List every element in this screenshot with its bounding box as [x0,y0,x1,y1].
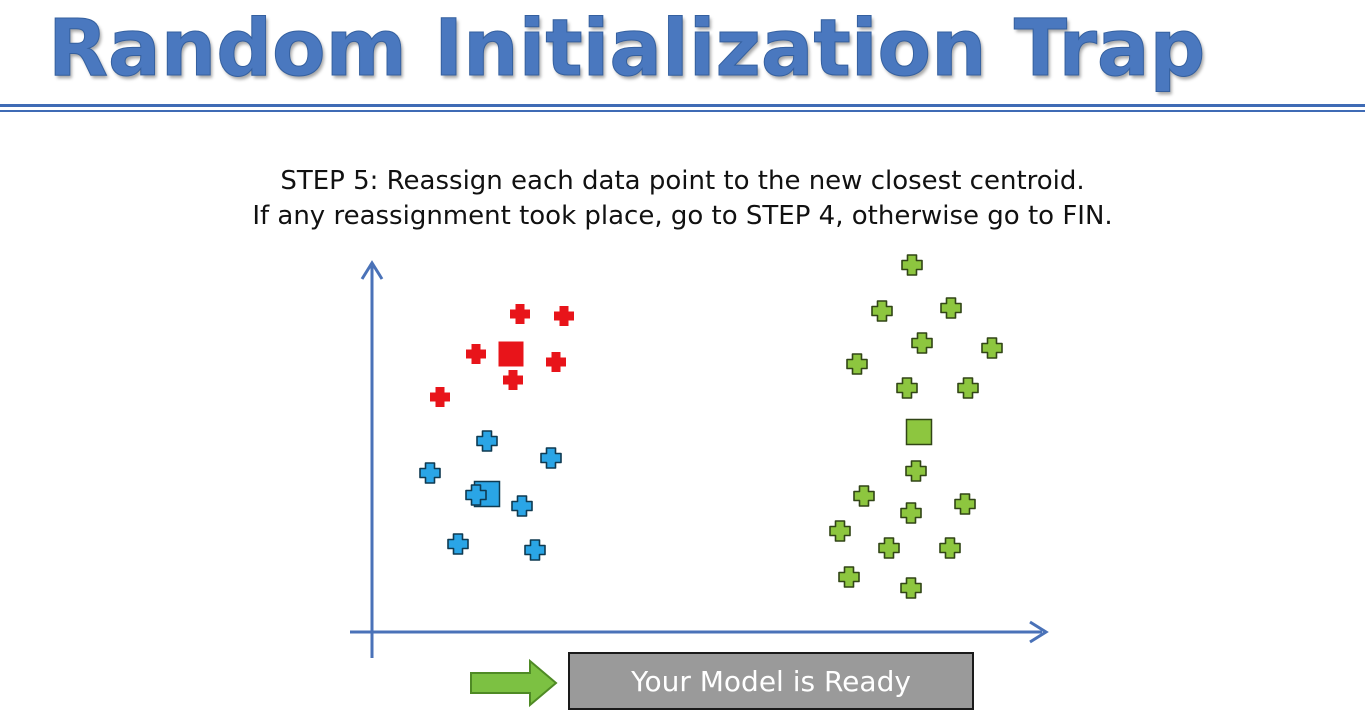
green-data-point [900,502,922,524]
red-data-point [554,306,574,326]
green-data-point [878,537,900,559]
green-data-point [954,493,976,515]
title-divider-bottom [0,110,1365,112]
green-data-point [901,254,923,276]
blue-data-point [540,447,562,469]
red-data-point [546,352,566,372]
green-data-point [911,332,933,354]
blue-data-point [447,533,469,555]
green-data-point [981,337,1003,359]
blue-data-point [465,484,487,506]
green-data-point [838,566,860,588]
red-data-point [430,387,450,407]
green-data-point [957,377,979,399]
title-divider-top [0,104,1365,107]
x-axis-arrowhead [1029,620,1049,644]
green-centroid [905,418,933,446]
red-centroid [498,341,524,367]
blue-data-point [524,539,546,561]
green-arrow-icon [470,658,558,708]
green-data-point [905,460,927,482]
green-data-point [896,377,918,399]
green-data-point [871,300,893,322]
model-ready-button: Your Model is Ready [568,652,974,710]
step-instruction-line-1: STEP 5: Reassign each data point to the … [280,166,1085,196]
green-data-point [829,520,851,542]
green-data-point [846,353,868,375]
green-data-point [940,297,962,319]
blue-data-point [476,430,498,452]
step-instruction-line-2: If any reassignment took place, go to ST… [252,201,1113,231]
y-axis-arrowhead [360,260,384,280]
blue-data-point [419,462,441,484]
green-data-point [939,537,961,559]
green-data-point [900,577,922,599]
blue-data-point [511,495,533,517]
red-data-point [510,304,530,324]
red-data-point [466,344,486,364]
plot-axes [350,260,1049,658]
slide-title: Random Initialization Trap [47,4,1206,95]
red-data-point [503,370,523,390]
green-data-point [853,485,875,507]
